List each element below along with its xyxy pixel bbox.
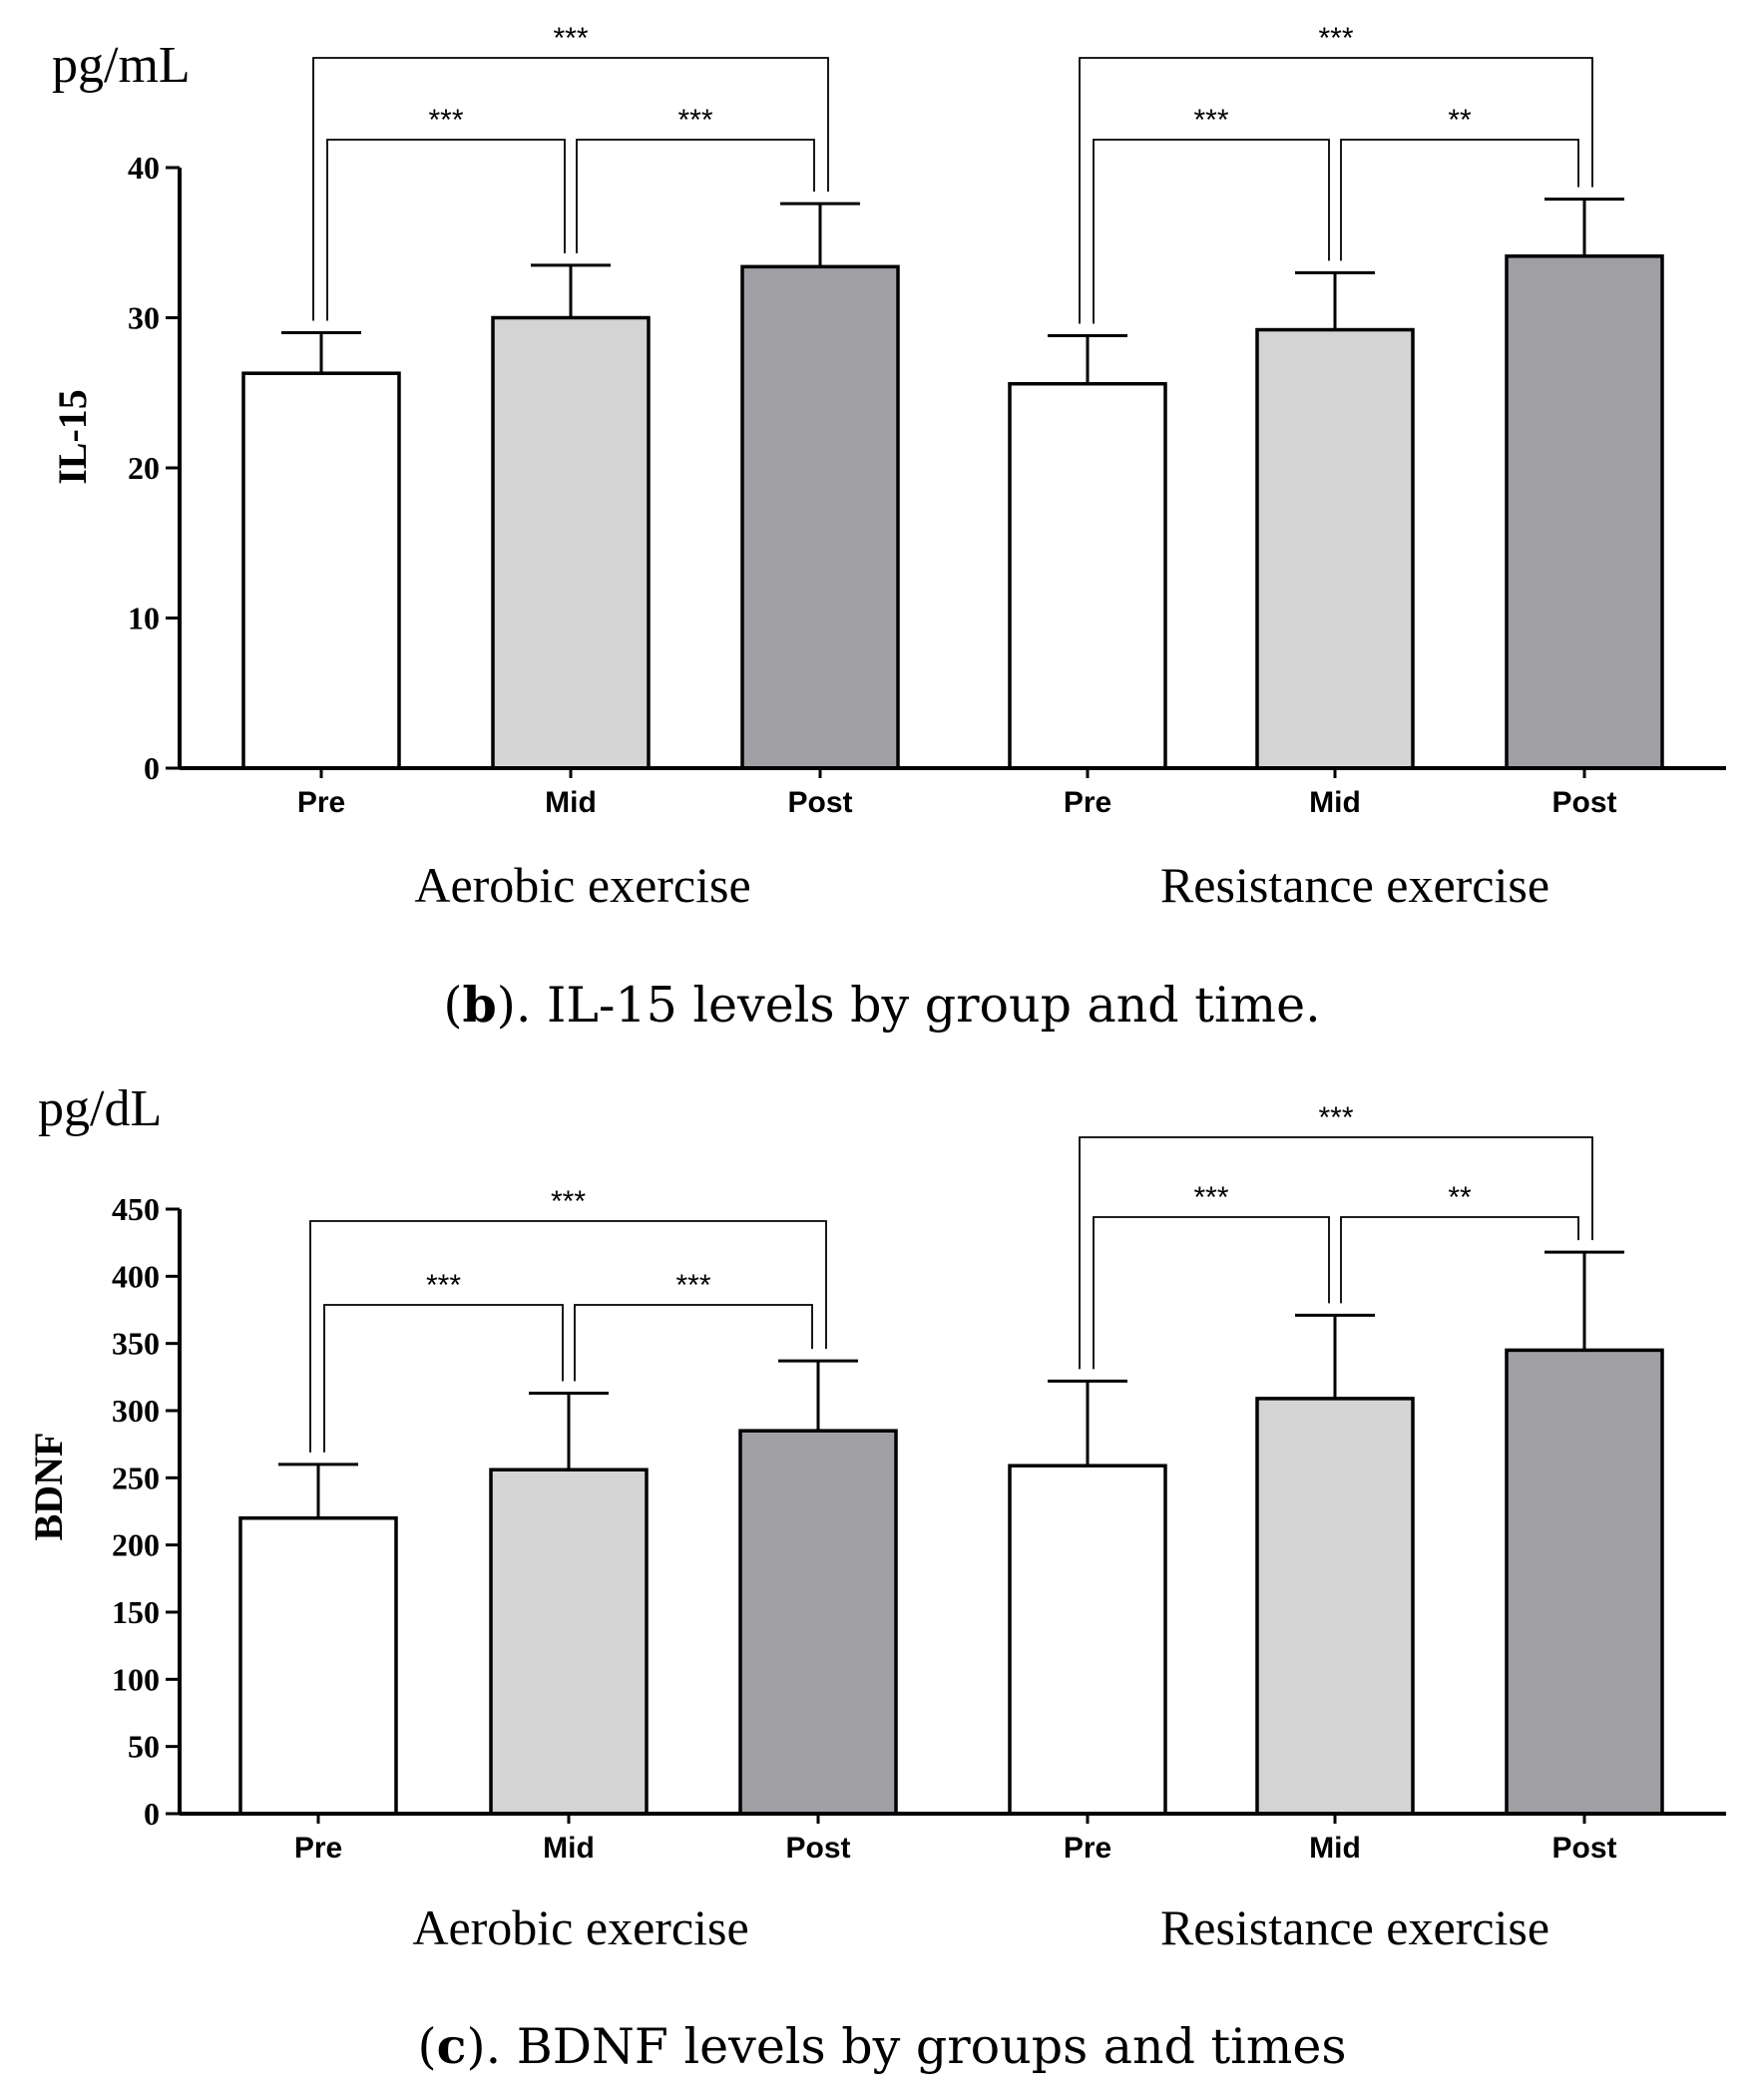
significance-bracket (574, 1304, 813, 1382)
bar-mid-aerobic (491, 315, 651, 770)
group-label-aerobic: Aerobic exercise (414, 857, 750, 913)
group-label-resistance: Resistance exercise (1160, 1899, 1549, 1955)
y-tick-label: 30 (128, 300, 160, 336)
significance-bracket (326, 139, 566, 321)
x-tick-label: Pre (1064, 1832, 1111, 1865)
significance-label: *** (1318, 22, 1353, 55)
bar-post-aerobic (738, 1429, 898, 1816)
y-tick-label: 350 (112, 1326, 160, 1362)
panel-bdnf-chart: pg/dL BDNF 0 50 100 150 200 250 300 350 400 450 *… (26, 1080, 1726, 2075)
significance-bracket (309, 1220, 827, 1453)
x-tick-label: Mid (1309, 1832, 1361, 1865)
significance-bracket (1340, 139, 1579, 261)
x-tick-label: Mid (1309, 786, 1361, 819)
x-tick-label: Pre (297, 786, 345, 819)
y-tick-label: 450 (112, 1191, 160, 1227)
x-tick-label: Mid (545, 786, 597, 819)
y-tick-label: 150 (112, 1594, 160, 1630)
group-label-aerobic: Aerobic exercise (412, 1899, 748, 1955)
group-label-resistance: Resistance exercise (1160, 857, 1549, 913)
significance-bracket (1093, 1216, 1330, 1370)
y-tick-label: 10 (128, 601, 160, 636)
x-tick-label: Pre (1064, 786, 1111, 819)
y-tick-label: 0 (144, 750, 160, 786)
bar-mid-resistance (1255, 327, 1415, 770)
significance-label: *** (428, 104, 463, 137)
significance-label: *** (1318, 1101, 1353, 1134)
unit-label: pg/dL (38, 1080, 162, 1137)
x-tick-label: Pre (294, 1832, 342, 1865)
bar-pre-aerobic (241, 371, 401, 770)
x-tick-label: Post (1551, 786, 1616, 819)
caption-letter: b (462, 976, 496, 1034)
bar-pre-aerobic (238, 1515, 398, 1816)
significance-bracket (312, 57, 829, 321)
bar-pre-resistance (1008, 381, 1167, 770)
y-tick-label: 250 (112, 1460, 160, 1495)
significance-label: *** (675, 1269, 710, 1302)
y-tick-label: 20 (128, 450, 160, 486)
y-tick-label: 400 (112, 1258, 160, 1294)
x-tick-label: Post (785, 1832, 850, 1865)
y-axis-label: IL-15 (50, 389, 95, 485)
significance-bracket (1093, 139, 1330, 324)
bar-post-aerobic (740, 264, 900, 770)
significance-label: *** (553, 22, 588, 55)
significance-label: ** (1448, 104, 1472, 137)
caption-text: ). IL-15 levels by group and time. (497, 977, 1321, 1034)
caption-b: (b). IL-15 levels by group and time. (443, 976, 1320, 1034)
y-tick-label: 50 (128, 1729, 160, 1765)
x-tick-label: Post (1551, 1832, 1616, 1865)
y-tick-label: 300 (112, 1393, 160, 1429)
significance-bracket (1079, 1136, 1593, 1370)
bar-mid-aerobic (489, 1467, 649, 1816)
significance-bracket (576, 139, 815, 253)
y-tick-label: 40 (128, 150, 160, 186)
y-tick-label: 100 (112, 1661, 160, 1697)
y-tick-label: 200 (112, 1527, 160, 1563)
bar-post-resistance (1505, 254, 1664, 770)
significance-label: *** (1193, 1181, 1228, 1214)
caption-c: (c). BDNF levels by groups and times (418, 2017, 1347, 2075)
y-tick-label: 0 (144, 1796, 160, 1832)
x-tick-label: Post (787, 786, 852, 819)
significance-label: *** (426, 1269, 461, 1302)
significance-label: *** (551, 1185, 586, 1218)
x-tick-label: Mid (543, 1832, 595, 1865)
significance-label: *** (677, 104, 712, 137)
caption-text: ). BDNF levels by groups and times (466, 2018, 1346, 2075)
caption-letter: c (437, 2017, 467, 2075)
significance-bracket (1079, 57, 1593, 324)
significance-label: *** (1193, 104, 1228, 137)
bar-mid-resistance (1255, 1397, 1415, 1816)
y-axis-label: BDNF (26, 1433, 71, 1541)
significance-label: ** (1448, 1181, 1472, 1214)
significance-bracket (323, 1304, 564, 1453)
unit-label: pg/mL (52, 37, 191, 94)
significance-bracket (1340, 1216, 1579, 1304)
bar-post-resistance (1505, 1348, 1664, 1816)
bar-pre-resistance (1008, 1464, 1167, 1816)
